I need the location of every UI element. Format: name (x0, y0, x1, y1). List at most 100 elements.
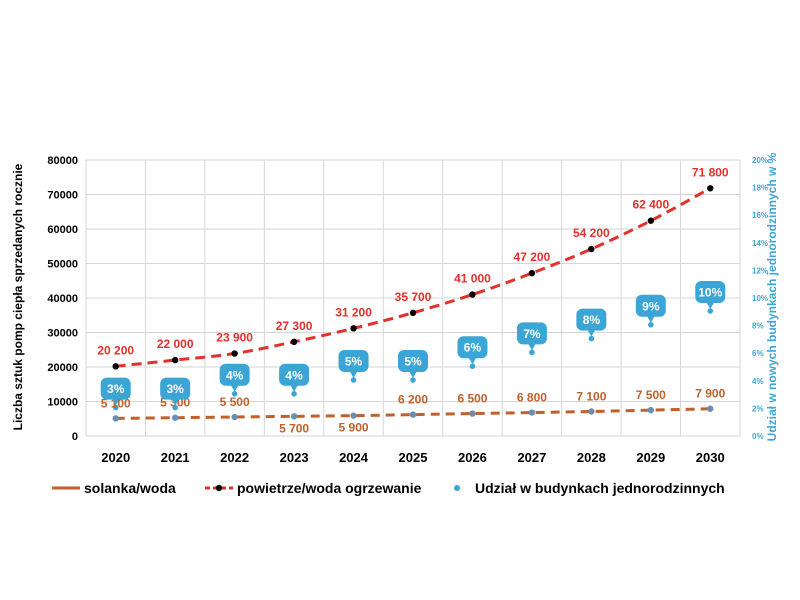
data-label-powietrze-woda: 22 000 (157, 337, 194, 351)
data-label-powietrze-woda: 35 700 (395, 290, 432, 304)
callout-bubble-udzial (695, 281, 726, 303)
legend-label-powietrze-woda: powietrze/woda ogrzewanie (237, 480, 422, 496)
grid (85, 159, 741, 437)
callout-pointer-udzial (646, 315, 655, 323)
point-powietrze-woda (528, 269, 536, 277)
data-label-solanka-woda: 6 500 (457, 392, 487, 406)
data-label-solanka-woda: 5 500 (220, 395, 250, 409)
callout-pointer-udzial (230, 384, 239, 392)
x-tick-label: 2023 (280, 450, 309, 465)
data-label-solanka-woda: 6 800 (517, 391, 547, 405)
y-axis-left: 0 10000 20000 30000 40000 50000 60000 70000 8000… (47, 155, 78, 443)
x-axis: 2020 2021 2022 2023 2024 2025 2026 2027 2028 2029… (101, 450, 724, 465)
point-powietrze-woda (350, 325, 357, 332)
y-tick-label: 60000 (47, 224, 78, 236)
y-tick-label: 70000 (47, 190, 78, 202)
callout-bubble-udzial (635, 294, 666, 317)
callout-pointer-udzial (468, 357, 477, 365)
x-tick-label: 2020 (101, 450, 130, 465)
point-udzial (588, 335, 595, 342)
data-label-udzial: 8% (583, 313, 601, 327)
data-label-udzial: 7% (523, 327, 541, 341)
point-udzial (469, 363, 476, 370)
callout-pointer-udzial (349, 371, 358, 378)
point-udzial (707, 308, 714, 314)
y-tick-label: 30000 (47, 328, 78, 340)
y2-tick-label: 10% (752, 294, 768, 303)
data-label-solanka-woda: 7 900 (695, 387, 725, 401)
point-solanka-woda (350, 412, 357, 419)
data-labels: 20 200 22 000 23 900 27 300 31 200 35 700 41 0… (97, 165, 729, 435)
x-tick-label: 2025 (399, 450, 428, 465)
point-solanka-woda (647, 406, 655, 414)
x-tick-label: 2024 (339, 450, 369, 465)
y-tick-label: 10000 (47, 397, 78, 409)
point-solanka-woda (290, 413, 298, 420)
callout-pointer-udzial (706, 302, 715, 309)
point-udzial (231, 391, 238, 397)
x-tick-label: 2021 (161, 450, 190, 465)
y2-tick-label: 0% (752, 432, 764, 441)
data-label-powietrze-woda: 47 200 (514, 250, 551, 264)
x-tick-label: 2026 (458, 450, 487, 465)
y2-tick-label: 4% (752, 377, 764, 386)
legend: solanka/woda powietrze/woda ogrzewanie Udz… (52, 480, 725, 496)
callout-pointer-udzial (171, 398, 180, 406)
point-udzial (350, 377, 357, 383)
x-tick-label: 2022 (220, 450, 249, 465)
data-label-udzial: 10% (698, 286, 722, 300)
point-solanka-woda (588, 408, 595, 415)
y2-tick-label: 14% (752, 239, 768, 248)
callout-bubble-udzial (338, 350, 369, 372)
data-label-udzial: 5% (404, 355, 422, 369)
point-udzial (112, 404, 119, 411)
data-label-solanka-woda: 7 100 (576, 390, 606, 404)
data-label-udzial: 9% (642, 299, 660, 313)
data-label-solanka-woda: 5 900 (339, 421, 369, 435)
callout-pointer-udzial (587, 329, 596, 337)
point-solanka-woda (231, 413, 238, 421)
y-tick-label: 50000 (47, 259, 78, 271)
data-label-udzial: 3% (107, 382, 125, 396)
point-powietrze-woda (171, 356, 179, 364)
point-udzial (648, 322, 654, 328)
legend-label-udzial: Udział w budynkach jednorodzinnych (475, 480, 725, 496)
point-powietrze-woda (409, 309, 417, 317)
data-label-powietrze-woda: 27 300 (276, 319, 313, 333)
point-powietrze-woda (290, 338, 298, 346)
data-label-powietrze-woda: 20 200 (97, 343, 134, 357)
y-tick-label: 80000 (47, 155, 78, 167)
x-tick-label: 2028 (577, 450, 606, 465)
legend-marker-powietrze-woda (215, 484, 223, 492)
point-solanka-woda (171, 414, 179, 421)
callout-pointer-udzial (111, 398, 120, 406)
callout-bubble-udzial (160, 377, 191, 400)
y-axis-right: 0% 2% 4% 6% 8% 10% 12% 14% 16% 18% 20% (752, 156, 768, 441)
data-label-powietrze-woda: 23 900 (216, 331, 253, 345)
callout-bubble-udzial (219, 363, 250, 386)
data-label-solanka-woda: 5 700 (279, 421, 309, 435)
series-lines (115, 186, 711, 420)
callout-bubble-udzial (398, 350, 428, 372)
y2-tick-label: 16% (752, 211, 768, 220)
point-solanka-woda (707, 405, 714, 412)
point-solanka-woda (112, 415, 119, 422)
point-powietrze-woda (469, 291, 476, 298)
callout-bubble-udzial (576, 308, 607, 331)
series-line-solanka-woda (115, 407, 711, 420)
x-tick-label: 2027 (517, 450, 546, 465)
callout-bubble-udzial (516, 322, 547, 345)
point-solanka-woda (528, 409, 536, 416)
data-label-powietrze-woda: 54 200 (573, 226, 610, 240)
y2-tick-label: 8% (752, 322, 764, 331)
point-powietrze-woda (231, 350, 238, 357)
y2-tick-label: 12% (752, 266, 768, 275)
data-label-powietrze-woda: 62 400 (632, 198, 669, 212)
data-label-powietrze-woda: 71 800 (692, 165, 729, 179)
y2-tick-label: 20% (752, 156, 768, 165)
point-powietrze-woda (707, 185, 714, 192)
y2-tick-label: 2% (752, 404, 764, 413)
data-label-powietrze-woda: 31 200 (335, 305, 372, 319)
y-tick-label: 20000 (47, 362, 78, 374)
